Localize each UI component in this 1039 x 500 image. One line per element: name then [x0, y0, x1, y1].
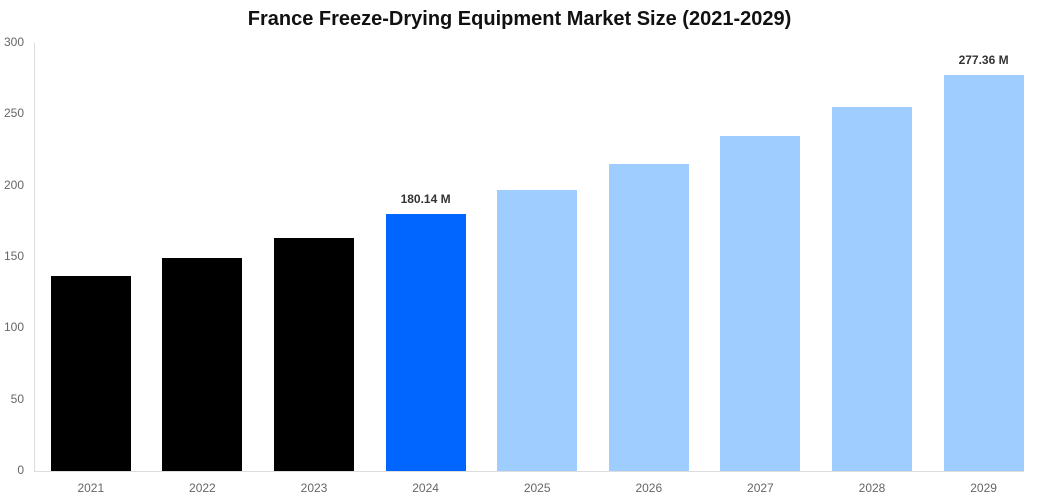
x-tick-label: 2021: [77, 481, 105, 495]
x-tick-label: 2022: [189, 481, 216, 495]
bar-2024[interactable]: [385, 214, 466, 471]
x-tick-label: 2029: [970, 481, 997, 495]
y-tick-label: 0: [17, 463, 24, 477]
y-tick-label: 200: [3, 177, 24, 192]
data-label-2029: 277.36 M: [958, 53, 1009, 68]
bar-2021[interactable]: [50, 275, 131, 471]
chart-title: France Freeze-Drying Equipment Market Si…: [247, 8, 792, 30]
bar-2026[interactable]: [608, 164, 689, 471]
x-tick-label: 2025: [523, 481, 551, 495]
bar-2022[interactable]: [162, 257, 243, 471]
bar-2025[interactable]: [497, 189, 578, 471]
x-tick-label: 2027: [747, 481, 774, 495]
y-tick-label: 100: [3, 320, 24, 335]
x-tick-label: 2024: [412, 481, 439, 495]
bar-2028[interactable]: [832, 107, 912, 471]
bar-2027[interactable]: [720, 136, 801, 471]
bar-2029[interactable]: [943, 75, 1024, 471]
x-tick-label: 2026: [635, 481, 663, 495]
y-tick-label: 150: [3, 249, 24, 263]
y-tick-label: 50: [10, 391, 24, 406]
data-label-2024: 180.14 M: [400, 192, 451, 206]
x-tick-label: 2028: [858, 481, 886, 495]
y-tick-label: 250: [3, 106, 24, 121]
y-axis-line: [34, 43, 35, 471]
bar-2023[interactable]: [274, 238, 354, 471]
x-tick-label: 2023: [300, 481, 328, 495]
x-axis-line: [34, 471, 1024, 472]
y-tick-label: 300: [3, 35, 24, 49]
